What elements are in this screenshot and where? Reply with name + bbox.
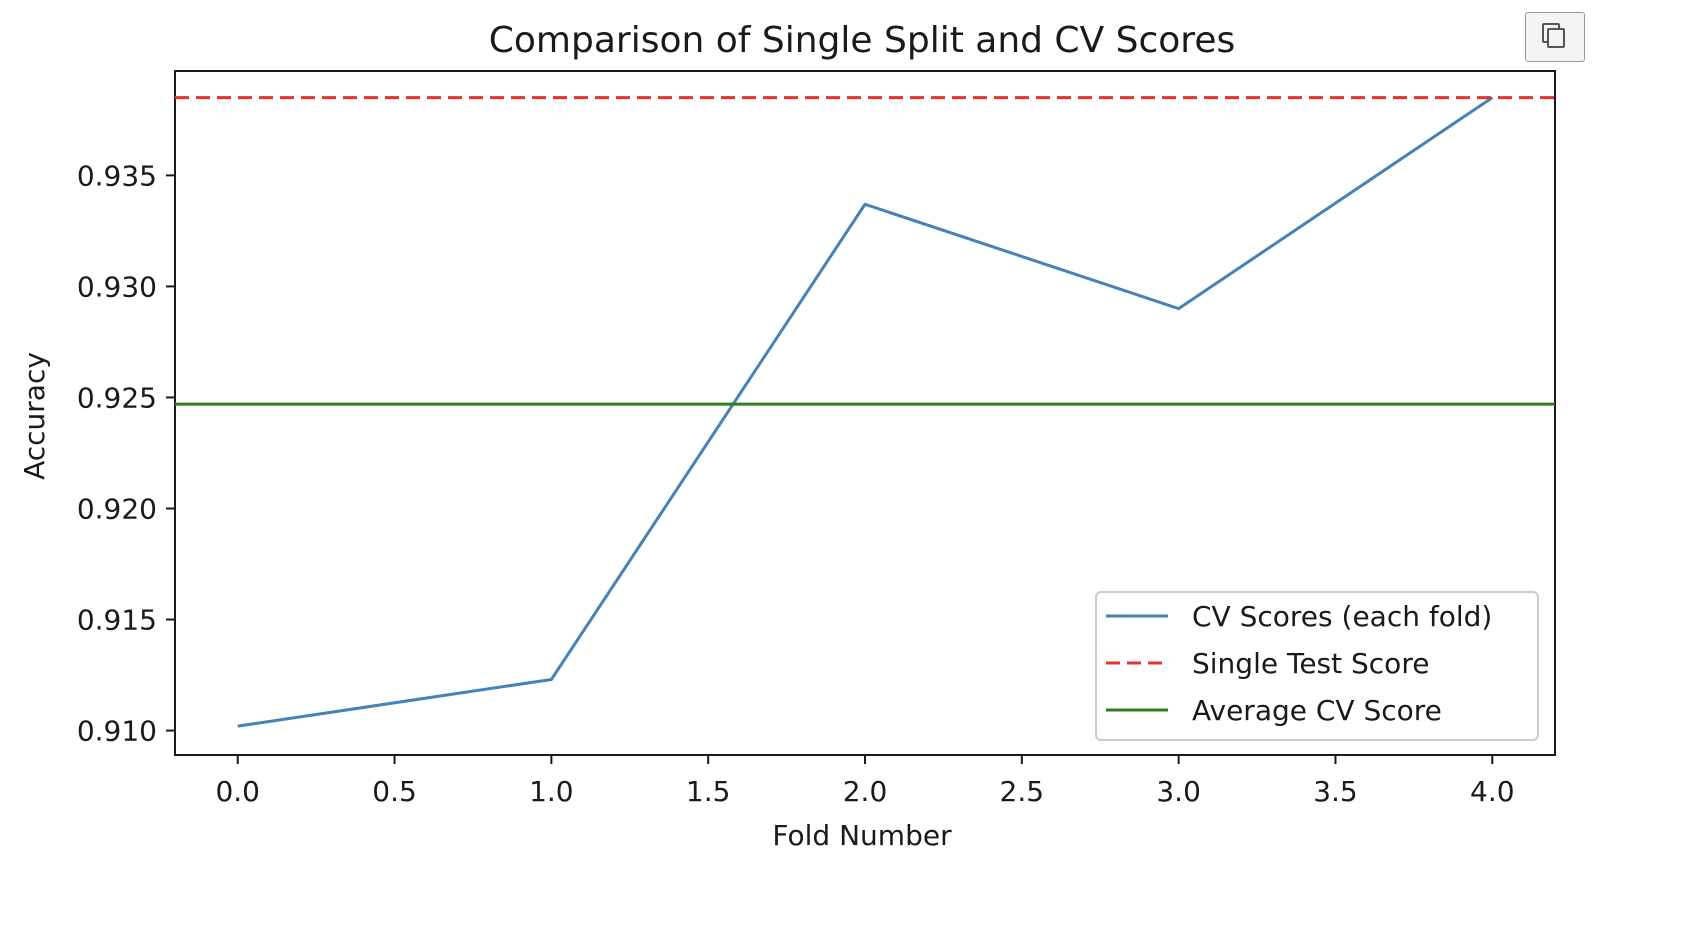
y-tick-label: 0.910 [77, 715, 157, 748]
y-tick-label: 0.915 [77, 604, 157, 637]
chart-title: Comparison of Single Split and CV Scores [489, 20, 1235, 61]
x-tick-label: 3.5 [1313, 775, 1358, 808]
x-tick-label: 2.5 [1000, 775, 1045, 808]
legend-label: CV Scores (each fold) [1192, 600, 1492, 633]
y-tick-label: 0.925 [77, 381, 157, 414]
y-tick-label: 0.920 [77, 492, 157, 525]
legend: CV Scores (each fold) Single Test Score Av… [1095, 591, 1539, 741]
x-tick-label: 1.5 [686, 775, 731, 808]
series-layer [175, 96, 1555, 728]
y-tick-label: 0.935 [77, 159, 157, 192]
x-tick-label: 0.5 [372, 775, 417, 808]
y-axis-label: Accuracy [18, 352, 51, 480]
y-tick-label: 0.930 [77, 270, 157, 303]
x-tick-label: 4.0 [1470, 775, 1515, 808]
axes-layer: 0.0 0.5 1.0 1.5 2.0 2.5 3.0 3.5 4.0 0.910 0.915 0.9… [77, 159, 1515, 808]
series-0-line [237, 96, 1494, 728]
x-tick-label: 0.0 [215, 775, 260, 808]
x-tick-label: 2.0 [843, 775, 888, 808]
x-tick-label: 1.0 [529, 775, 574, 808]
legend-label: Single Test Score [1192, 647, 1429, 680]
legend-label: Average CV Score [1192, 694, 1442, 727]
x-tick-label: 3.0 [1156, 775, 1201, 808]
x-axis-label: Fold Number [772, 819, 952, 852]
copy-button[interactable] [1525, 12, 1585, 62]
legend-box [1095, 591, 1539, 741]
